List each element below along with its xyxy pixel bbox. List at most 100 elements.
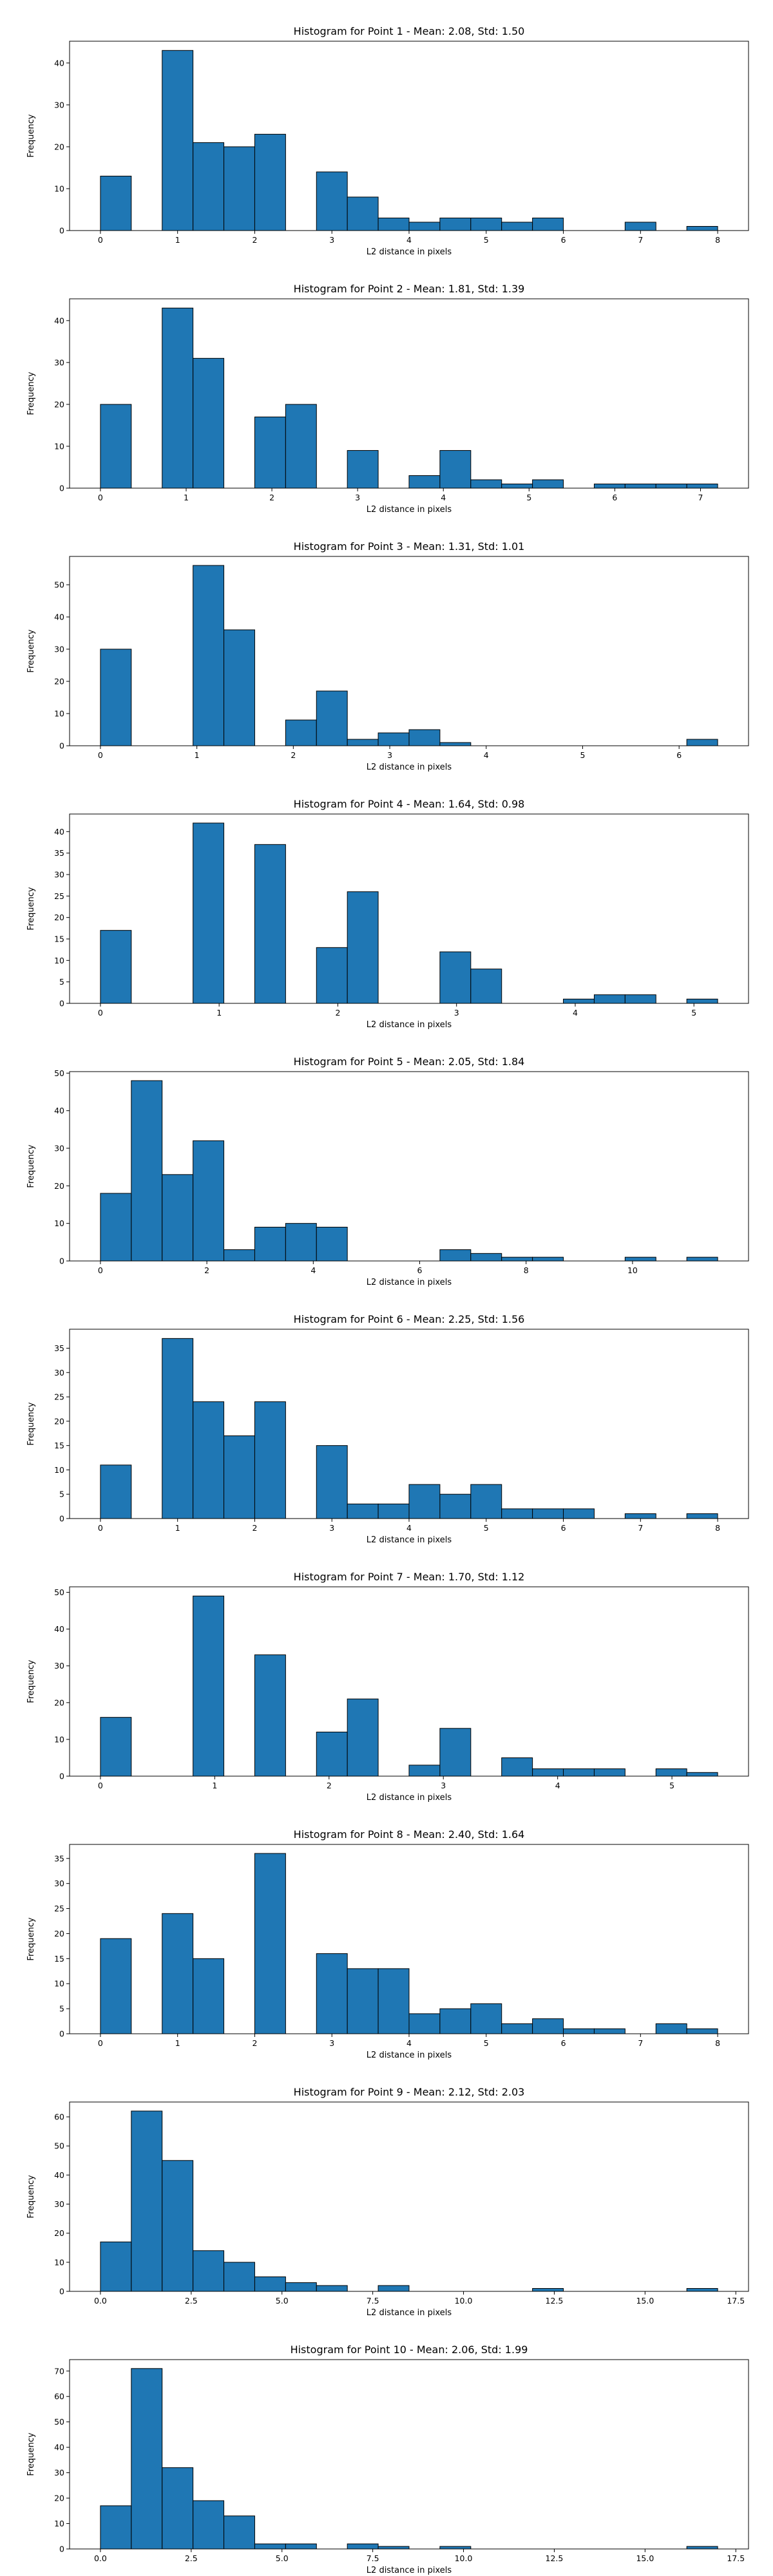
histogram-bar [193, 822, 225, 1004]
y-axis-label: Frequency [26, 1660, 36, 1703]
histogram-bar [254, 1853, 286, 2034]
histogram-bar [655, 1768, 687, 1777]
histogram-bar [100, 649, 132, 746]
histogram-bar [439, 1249, 472, 1262]
histogram-bar [439, 217, 472, 231]
chart-title: Histogram for Point 10 - Mean: 2.06, Std… [291, 2344, 528, 2356]
histogram-bar [532, 1256, 564, 1262]
x-tick-label: 6 [612, 493, 617, 502]
histogram-bar [439, 450, 472, 489]
y-tick-label: 0 [59, 226, 64, 236]
histogram-bar [593, 1768, 625, 1777]
histogram-bar [377, 2285, 410, 2292]
x-tick-label: 5 [484, 1523, 489, 1533]
histogram-bar [193, 357, 225, 489]
histogram-bar [624, 1513, 656, 1519]
histogram-bar [193, 565, 225, 746]
histogram-bar [316, 1227, 348, 1262]
y-tick-label: 30 [54, 870, 64, 880]
y-tick-label: 60 [54, 2112, 64, 2122]
histogram-bar [377, 1968, 410, 2034]
histogram-bar [316, 2285, 348, 2292]
x-tick-label: 15.0 [636, 2553, 654, 2563]
y-axis-label: Frequency [26, 2432, 36, 2476]
histogram-bar [316, 171, 348, 231]
y-axis-label: Frequency [26, 1917, 36, 1960]
x-tick-label: 4 [406, 1523, 412, 1533]
histogram-bar [624, 1256, 656, 1262]
histogram-bar [470, 1484, 502, 1519]
histogram-bar [501, 483, 533, 489]
histogram-bar [162, 2160, 194, 2292]
histogram-bar [408, 222, 441, 231]
histogram-bar [162, 1913, 194, 2034]
histogram-bar [624, 994, 656, 1004]
chart-panel: Histogram for Point 2 - Mean: 1.81, Std:… [26, 283, 749, 515]
y-tick-label: 30 [54, 100, 64, 109]
y-tick-label: 25 [54, 1392, 64, 1402]
x-tick-label: 7 [638, 2038, 643, 2048]
x-tick-label: 0 [98, 2038, 103, 2048]
x-tick-label: 0.0 [94, 2296, 107, 2306]
chart-panel: Histogram for Point 6 - Mean: 2.25, Std:… [26, 1313, 749, 1545]
x-axis-label: L2 distance in pixels [367, 762, 452, 772]
y-tick-label: 20 [54, 1181, 64, 1191]
y-tick-label: 40 [54, 612, 64, 622]
histogram-bar [686, 225, 718, 231]
y-axis-label: Frequency [26, 887, 36, 930]
x-axis-label: L2 distance in pixels [367, 2050, 452, 2060]
histogram-bar [254, 1401, 286, 1519]
x-tick-label: 7 [698, 493, 703, 502]
histogram-bar [532, 2018, 564, 2034]
y-tick-label: 30 [54, 1368, 64, 1378]
histogram-bar [193, 142, 225, 231]
x-tick-label: 4 [441, 493, 446, 502]
histogram-bar [224, 1249, 255, 1262]
histogram-bar [593, 994, 625, 1004]
histogram-bar [470, 1253, 502, 1262]
x-tick-label: 0 [98, 1008, 103, 1018]
histogram-bar [532, 1768, 564, 1777]
histogram-bar [593, 483, 625, 489]
histogram-bar [131, 2110, 163, 2292]
y-tick-label: 30 [54, 357, 64, 367]
histogram-bar [532, 217, 564, 231]
y-tick-label: 20 [54, 677, 64, 687]
histogram-bar [254, 2543, 286, 2550]
y-tick-label: 5 [59, 1490, 64, 1499]
histogram-bar [563, 2028, 595, 2034]
x-tick-label: 2 [252, 1523, 257, 1533]
histogram-bar [686, 998, 718, 1004]
histogram-bar [162, 1338, 194, 1519]
histogram-bar [224, 2262, 255, 2292]
x-tick-label: 8 [715, 235, 720, 245]
histogram-bar [162, 50, 194, 231]
histogram-bar [347, 196, 379, 231]
chart-title: Histogram for Point 8 - Mean: 2.40, Std:… [294, 1828, 525, 1841]
x-tick-label: 7.5 [367, 2296, 379, 2306]
chart-title: Histogram for Point 7 - Mean: 1.70, Std:… [294, 1571, 525, 1583]
y-tick-label: 25 [54, 1904, 64, 1913]
x-tick-label: 4 [484, 750, 489, 760]
histogram-bar [501, 1508, 533, 1519]
histogram-bar [100, 404, 132, 489]
y-tick-label: 0 [59, 2287, 64, 2297]
y-tick-label: 35 [54, 1853, 64, 1863]
x-tick-label: 1 [184, 493, 189, 502]
x-tick-label: 5 [691, 1008, 696, 1018]
histogram-bar [285, 719, 317, 746]
histogram-bar [686, 1772, 718, 1777]
x-tick-label: 1 [175, 235, 180, 245]
y-tick-label: 0 [59, 1256, 64, 1266]
histogram-bar [563, 1768, 595, 1777]
x-tick-label: 3 [329, 235, 334, 245]
y-tick-label: 10 [54, 1218, 64, 1228]
y-axis-label: Frequency [26, 2175, 36, 2218]
histogram-bar [100, 175, 132, 231]
chart-title: Histogram for Point 5 - Mean: 2.05, Std:… [294, 1056, 525, 1068]
x-axis-label: L2 distance in pixels [367, 505, 452, 515]
x-tick-label: 6 [417, 1265, 423, 1275]
x-tick-label: 8 [715, 1523, 720, 1533]
y-tick-label: 20 [54, 2228, 64, 2238]
x-tick-label: 5.0 [276, 2296, 289, 2306]
